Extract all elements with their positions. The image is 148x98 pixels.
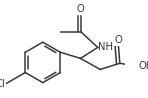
Text: NH: NH bbox=[98, 42, 113, 52]
Text: O: O bbox=[77, 4, 85, 14]
Text: OH: OH bbox=[139, 61, 148, 71]
Text: O: O bbox=[114, 35, 122, 45]
Text: Cl: Cl bbox=[0, 78, 5, 88]
